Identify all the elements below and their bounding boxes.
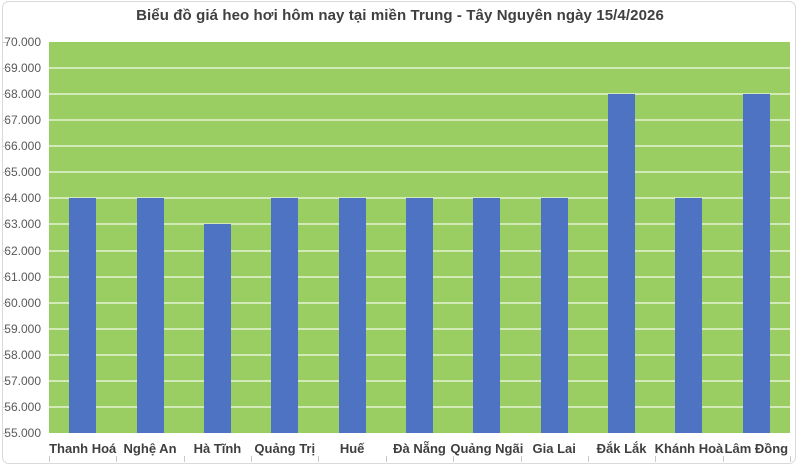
y-label-63000: 63.000 [4, 217, 41, 232]
y-label-67000: 67.000 [4, 113, 41, 128]
x-tick-2 [183, 456, 185, 462]
x-tick-1 [116, 456, 118, 462]
gridline-69000 [49, 67, 790, 70]
y-tick-59000 [2, 328, 7, 330]
y-tick-65000 [2, 172, 7, 174]
bar-dak-lak [608, 94, 636, 433]
x-tick-9 [655, 456, 657, 462]
y-label-57000: 57.000 [4, 373, 41, 388]
x-label-gia-lai: Gia Lai [532, 441, 576, 456]
y-tick-58000 [2, 354, 7, 356]
y-tick-64000 [2, 198, 7, 200]
y-tick-70000 [2, 42, 7, 43]
y-tick-56000 [2, 406, 7, 408]
x-tick-4 [318, 456, 320, 462]
y-tick-60000 [2, 302, 7, 304]
y-label-60000: 60.000 [4, 295, 41, 310]
bar-ha-tinh [203, 224, 231, 433]
y-label-56000: 56.000 [4, 399, 41, 414]
x-tick-5 [385, 456, 387, 462]
x-tick-0 [49, 456, 50, 462]
x-label-thanh-hoa: Thanh Hoá [49, 441, 117, 456]
y-label-68000: 68.000 [4, 87, 41, 102]
y-label-62000: 62.000 [4, 243, 41, 258]
gridline-68000 [49, 93, 790, 96]
x-label-hue: Huế [339, 441, 365, 456]
bar-hue [338, 198, 366, 433]
gridline-66000 [49, 145, 790, 148]
chart-title: Biểu đồ giá heo hơi hôm nay tại miền Tru… [136, 7, 664, 24]
bar-gia-lai [540, 198, 568, 433]
y-tick-63000 [2, 224, 7, 226]
y-tick-61000 [2, 276, 7, 278]
gridline-67000 [49, 119, 790, 122]
x-label-khanh-hoa: Khánh Hoà [654, 441, 724, 456]
x-label-quang-ngai: Quảng Ngãi [450, 441, 524, 456]
x-label-da-nang: Đà Nẵng [393, 441, 446, 456]
x-tick-11 [790, 456, 791, 462]
x-tick-6 [453, 456, 455, 462]
y-axis: 70.000 69.000 68.000 67.000 66.000 65.000 64.0… [0, 0, 41, 465]
y-label-66000: 66.000 [4, 139, 41, 154]
plot-area [49, 42, 790, 433]
x-tick-10 [722, 456, 724, 462]
x-tick-7 [520, 456, 522, 462]
bar-quang-tri [271, 198, 299, 433]
x-axis: Thanh Hoá Nghệ An Hà Tĩnh Quảng Trị Huế Đà Nẵ… [49, 439, 790, 459]
bar-khanh-hoa [675, 198, 703, 433]
y-tick-69000 [2, 68, 7, 70]
y-label-69000: 69.000 [4, 61, 41, 76]
y-label-58000: 58.000 [4, 347, 41, 362]
x-label-lam-dong: Lâm Đồng [724, 441, 789, 456]
x-label-ha-tinh: Hà Tĩnh [193, 441, 242, 456]
y-label-70000: 70.000 [4, 35, 41, 49]
y-tick-57000 [2, 380, 7, 382]
bar-nghe-an [136, 198, 164, 433]
y-label-55000: 55.000 [4, 426, 41, 440]
bar-quang-ngai [473, 198, 501, 433]
y-tick-67000 [2, 120, 7, 122]
x-tick-8 [587, 456, 589, 462]
x-label-quang-tri: Quảng Trị [254, 441, 316, 456]
gridline-64000 [49, 197, 790, 200]
y-tick-66000 [2, 146, 7, 148]
y-tick-55000 [2, 433, 7, 434]
y-label-65000: 65.000 [4, 165, 41, 180]
y-label-61000: 61.000 [4, 269, 41, 284]
x-label-dak-lak: Đắk Lắk [596, 441, 647, 456]
y-label-64000: 64.000 [4, 191, 41, 206]
x-label-nghe-an: Nghệ An [123, 441, 177, 456]
bar-thanh-hoa [69, 198, 97, 433]
x-tick-3 [251, 456, 253, 462]
gridline-65000 [49, 171, 790, 174]
bar-lam-dong [742, 94, 770, 433]
y-tick-62000 [2, 250, 7, 252]
y-label-59000: 59.000 [4, 321, 41, 336]
bar-da-nang [406, 198, 433, 433]
y-tick-68000 [2, 94, 7, 96]
